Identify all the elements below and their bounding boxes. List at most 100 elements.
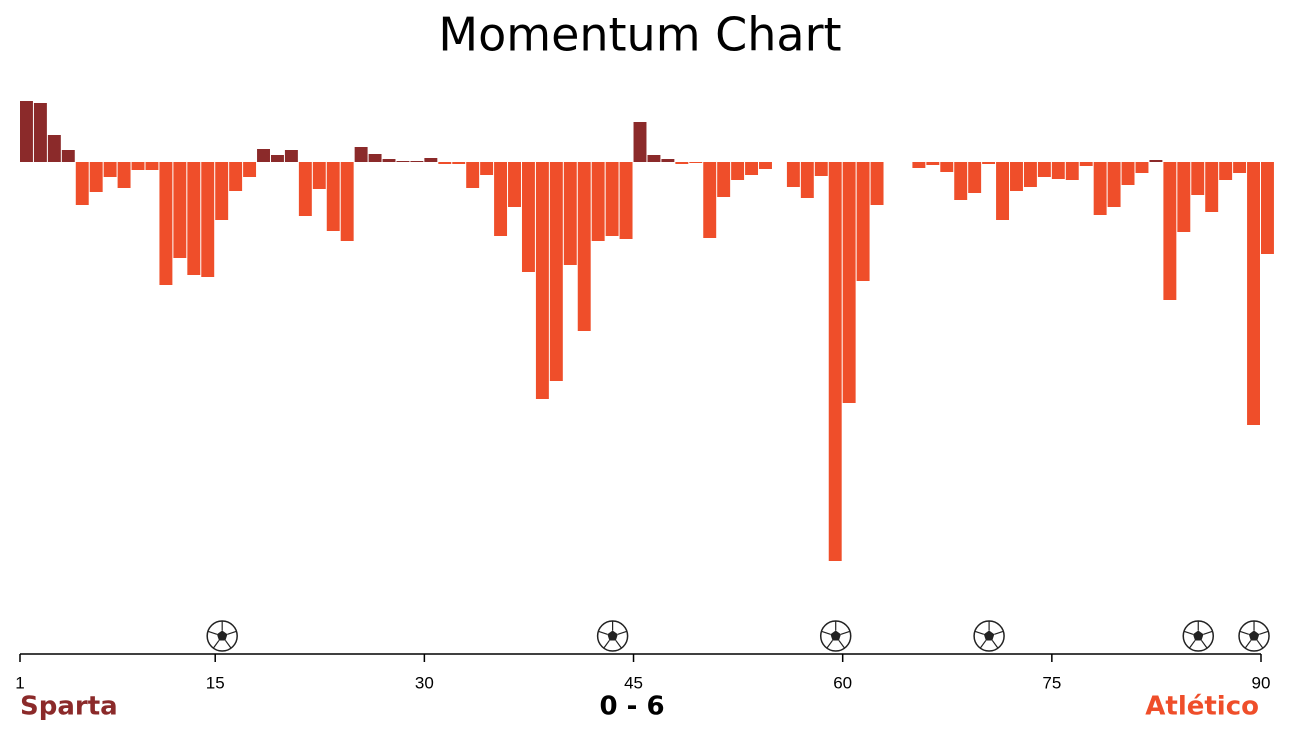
bar — [968, 162, 982, 193]
ball-seam — [1201, 640, 1208, 649]
ball-patch — [830, 630, 841, 641]
ball-seam — [207, 630, 218, 635]
bar — [187, 162, 201, 275]
bar — [201, 162, 215, 277]
bar — [103, 162, 117, 177]
ball-seam — [615, 640, 622, 649]
bar — [745, 162, 759, 175]
bar — [382, 159, 396, 162]
bar — [856, 162, 870, 281]
bar — [326, 162, 340, 231]
bar — [926, 162, 940, 165]
bar — [675, 162, 689, 164]
bar — [20, 101, 33, 162]
bar — [284, 150, 298, 162]
home-team: Sparta — [20, 692, 118, 722]
bar — [1010, 162, 1023, 191]
goal-ball — [206, 620, 238, 652]
bar — [717, 162, 731, 197]
bar — [1107, 162, 1121, 207]
ball-seam — [979, 640, 987, 649]
bar — [870, 162, 884, 205]
bar — [312, 162, 326, 189]
bar — [800, 162, 814, 198]
bar — [1065, 162, 1079, 180]
bar — [89, 162, 103, 192]
away-team: Atlético — [1145, 692, 1259, 722]
bar — [368, 154, 382, 162]
bar — [786, 162, 800, 187]
bar — [563, 162, 577, 265]
ball-patch — [216, 630, 228, 641]
bar — [1191, 162, 1205, 195]
bar — [424, 158, 438, 162]
bar — [1233, 162, 1247, 173]
ball-seam — [1259, 630, 1269, 635]
bar — [466, 162, 480, 188]
bar — [298, 162, 312, 216]
x-tick-label: 45 — [624, 673, 643, 692]
bar — [828, 162, 842, 561]
bar — [438, 162, 452, 164]
bar — [647, 155, 661, 162]
ball-seam — [1256, 640, 1264, 649]
ball-seam — [974, 630, 985, 635]
bar — [689, 162, 703, 163]
ball-seam — [224, 640, 232, 649]
ball-patch — [983, 630, 995, 641]
bar — [1247, 162, 1260, 425]
bar — [215, 162, 229, 220]
ball-seam — [821, 630, 831, 635]
x-tick-label: 75 — [1042, 673, 1061, 692]
goal-ball — [596, 620, 629, 652]
ball-seam — [840, 630, 851, 635]
bar — [940, 162, 954, 172]
bar — [494, 162, 508, 236]
goal-ball — [1182, 620, 1215, 652]
x-tick-label: 90 — [1252, 673, 1271, 692]
x-tick-label: 60 — [833, 673, 852, 692]
bar — [117, 162, 131, 188]
bar — [759, 162, 772, 169]
bar — [661, 159, 675, 162]
bar — [173, 162, 187, 258]
ball-seam — [598, 630, 608, 635]
bar — [619, 162, 633, 239]
score: 0 - 6 — [599, 692, 664, 722]
ball-seam — [838, 640, 846, 649]
ball-seam — [212, 640, 220, 649]
bar — [33, 103, 47, 162]
bar — [480, 162, 494, 175]
bar — [508, 162, 521, 207]
bar — [47, 135, 61, 162]
bar — [1079, 162, 1093, 166]
bar — [243, 162, 257, 177]
bar — [61, 150, 75, 162]
ball-seam — [603, 640, 610, 649]
bar — [1023, 162, 1037, 187]
bar — [396, 161, 410, 162]
bar — [1205, 162, 1219, 212]
bar — [1135, 162, 1149, 173]
goal-ball — [819, 620, 852, 652]
bar — [633, 122, 647, 162]
ball-seam — [1244, 640, 1252, 649]
bar — [1093, 162, 1107, 215]
bar — [912, 162, 926, 168]
x-tick-label: 1 — [15, 673, 24, 692]
bar — [257, 149, 270, 162]
bar — [1051, 162, 1065, 179]
bar — [452, 162, 466, 164]
bar — [229, 162, 243, 191]
bar — [605, 162, 619, 236]
goal-ball — [973, 620, 1005, 652]
ball-seam — [227, 630, 237, 635]
ball-patch — [1193, 630, 1204, 641]
ball-seam — [994, 630, 1004, 635]
bar — [521, 162, 535, 272]
x-tick-label: 30 — [415, 673, 434, 692]
bar — [340, 162, 354, 241]
bar — [1219, 162, 1233, 180]
bar — [842, 162, 856, 403]
bar — [1163, 162, 1177, 300]
